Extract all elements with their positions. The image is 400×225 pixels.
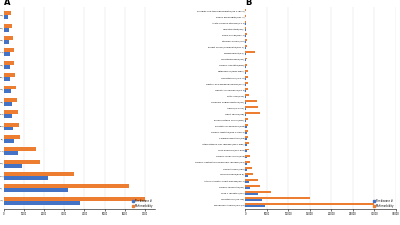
Bar [4, 52, 10, 56]
Bar [245, 58, 247, 59]
Bar [245, 112, 260, 114]
Bar [4, 123, 19, 126]
Bar [4, 90, 11, 93]
Bar [245, 96, 246, 98]
Bar [4, 188, 68, 192]
Bar [245, 193, 258, 195]
Bar [245, 41, 246, 43]
Bar [245, 175, 248, 177]
Bar [4, 36, 13, 40]
Bar [245, 199, 262, 201]
Bar [245, 203, 374, 205]
Bar [245, 144, 247, 146]
Bar [245, 114, 246, 116]
Bar [245, 151, 247, 152]
Bar [4, 126, 13, 130]
Bar [4, 98, 17, 102]
Bar [4, 110, 18, 114]
Bar [4, 135, 20, 139]
Bar [245, 21, 246, 23]
Bar [4, 86, 16, 90]
Bar [245, 100, 257, 102]
Bar [245, 124, 248, 126]
Bar [245, 197, 310, 199]
Bar [4, 139, 14, 143]
Bar [245, 59, 246, 61]
Bar [245, 70, 248, 72]
Bar [245, 130, 248, 132]
Bar [4, 151, 18, 155]
Text: A: A [4, 0, 10, 7]
Bar [4, 61, 14, 65]
Bar [245, 65, 246, 68]
Bar [245, 179, 258, 181]
Bar [4, 77, 10, 81]
Bar [4, 201, 80, 205]
Bar [245, 106, 258, 108]
Bar [245, 120, 246, 122]
Bar [245, 90, 246, 92]
Bar [4, 28, 9, 32]
Bar [245, 185, 260, 187]
Bar [4, 172, 74, 176]
Bar [245, 33, 246, 35]
Bar [245, 45, 247, 47]
Bar [4, 102, 12, 106]
Bar [245, 181, 249, 183]
Bar [245, 138, 247, 140]
Bar [4, 15, 8, 19]
Bar [4, 48, 14, 52]
Bar [245, 15, 246, 17]
Bar [4, 164, 22, 168]
Bar [245, 173, 253, 175]
Bar [245, 167, 252, 169]
Bar [4, 114, 12, 118]
Bar [4, 147, 36, 151]
Bar [245, 148, 249, 151]
Bar [245, 108, 246, 110]
Bar [245, 53, 246, 55]
Bar [4, 184, 129, 188]
Bar [245, 94, 249, 96]
Bar [245, 47, 246, 49]
Bar [245, 118, 248, 120]
Bar [245, 102, 246, 104]
Bar [245, 52, 255, 53]
Bar [245, 163, 247, 164]
Bar [4, 160, 40, 164]
Bar [4, 65, 10, 69]
Bar [245, 155, 250, 157]
Bar [245, 27, 246, 29]
Bar [4, 40, 9, 44]
Bar [4, 24, 12, 28]
Bar [245, 39, 247, 41]
Legend: Per disease #, Multimorbidity: Per disease #, Multimorbidity [131, 198, 154, 208]
Bar [245, 64, 247, 65]
Bar [245, 191, 271, 193]
Bar [245, 126, 246, 128]
Bar [4, 197, 145, 201]
Bar [245, 84, 246, 86]
Bar [245, 161, 250, 163]
Bar [245, 78, 246, 80]
Bar [245, 76, 248, 78]
Bar [245, 169, 247, 171]
Bar [245, 187, 250, 189]
Bar [245, 82, 248, 84]
Bar [245, 142, 249, 144]
Bar [4, 11, 11, 15]
Bar [245, 88, 248, 90]
Text: B: B [245, 0, 252, 7]
Bar [245, 136, 248, 138]
Bar [4, 176, 48, 180]
Bar [4, 73, 15, 77]
Bar [245, 205, 265, 207]
Bar [245, 132, 247, 134]
Bar [245, 157, 247, 158]
Legend: Per disease #, Multimorbidity: Per disease #, Multimorbidity [372, 198, 395, 208]
Bar [245, 9, 246, 11]
Bar [245, 72, 246, 74]
